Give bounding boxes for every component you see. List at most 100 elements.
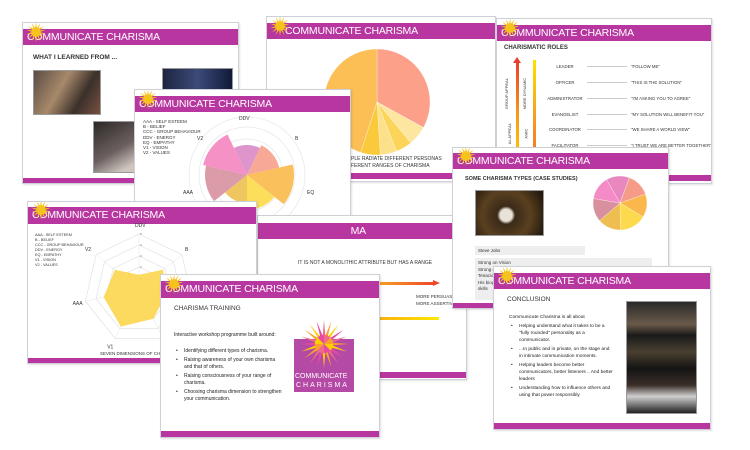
bullet-list: Helping understand what it takes to be a… [509, 323, 614, 401]
arrow-head-icon [433, 280, 440, 286]
sun-ray [281, 30, 285, 36]
sun-logo-icon [270, 17, 290, 36]
bullet-item: Raising awareness of your own charisma a… [174, 357, 284, 371]
sun-ray [331, 345, 347, 352]
sun-core-slice [317, 344, 324, 354]
slide-conclusion[interactable]: COMMUNICATE CHARISMA CONCLUSION Communic… [493, 266, 711, 430]
slide-title: CHARISMATIC ROLES [504, 45, 568, 51]
sun-ray [497, 273, 503, 276]
sun-ray [275, 30, 279, 36]
sun-core-slice [317, 334, 324, 344]
sun-ray [469, 158, 474, 163]
sun-ray [458, 149, 463, 154]
sun-ray [502, 280, 506, 286]
sun-core-slice [324, 344, 334, 351]
sun-ray [283, 19, 288, 24]
sun-ray [514, 25, 520, 28]
sun-core [31, 27, 41, 37]
sun-ray [497, 276, 503, 279]
slide-header: COMMUNICATE CHARISMA [267, 17, 495, 39]
footer-bar [378, 372, 466, 378]
sun-ray [143, 103, 147, 109]
legend-item: AAA - SELF ESTEEM [143, 119, 187, 124]
sun-ray [329, 347, 344, 359]
axis-label: B [295, 136, 299, 142]
caption-line-2: FERENT RANGES OF CHARISMA [351, 163, 430, 169]
header-title: COMMUNICATE CHARISMA [165, 283, 298, 295]
slide-header: MA [258, 223, 466, 239]
sun-ray [149, 90, 153, 95]
sun-ray [304, 329, 319, 341]
role-connector [587, 114, 627, 115]
sun-ray [36, 202, 40, 206]
axis-label: AAA [73, 301, 84, 307]
communicate-charisma-logo: COMMUNICATE CHARISMA [294, 319, 354, 392]
sun-ray [42, 214, 46, 220]
polar-sector-v2 [203, 134, 247, 175]
sun-ray [283, 28, 288, 33]
role-connector [587, 66, 627, 67]
sun-ray [500, 25, 506, 28]
sun-core [461, 151, 471, 161]
sun-ray [502, 21, 507, 26]
sun-ray [513, 30, 518, 35]
header-title: COMMUNICATE CHARISMA [285, 25, 418, 37]
sun-ray [510, 278, 515, 283]
role-row: LEADER "FOLLOW ME" [497, 64, 711, 72]
sun-ray [37, 36, 41, 42]
sun-ray [31, 36, 35, 42]
header-title: MA [350, 225, 367, 237]
slide-title: SOME CHARISMA TYPES (CASE STUDIES) [465, 176, 578, 182]
sun-ray [272, 19, 277, 24]
sun-core [143, 94, 153, 104]
sun-ray [151, 101, 156, 106]
sun-core [169, 279, 179, 289]
role-connector [587, 98, 627, 99]
intro-text: Interactive workshop programme built aro… [174, 332, 284, 339]
sun-ray [513, 21, 518, 26]
sun-ray [508, 280, 512, 286]
sun-ray [327, 349, 339, 364]
sun-logo-icon [456, 148, 476, 166]
sun-logo-icon [164, 275, 184, 294]
header-title: COMMUNICATE CHARISMA [32, 209, 165, 221]
sun-core [505, 23, 515, 33]
polar-sector-aaa [205, 165, 247, 202]
note-line: skills [478, 286, 488, 291]
photo-collage [626, 301, 697, 414]
sun-ray [511, 32, 515, 38]
sun-ray [44, 203, 49, 208]
sun-ray [456, 153, 462, 156]
range-statement: IT IS NOT A MONOLITHIC ATTRIBUTE BUT HAS… [298, 260, 433, 266]
sun-ray [175, 288, 179, 294]
sun-ray [508, 267, 512, 272]
sun-ray [325, 351, 332, 367]
header-title: COMMUNICATE CHARISMA [498, 275, 631, 287]
footer-bar [23, 178, 238, 183]
bullet-item: Helping leaders become better communicat… [509, 362, 614, 383]
slide-header: COMMUNICATE CHARISMA [494, 267, 710, 289]
sun-ray [510, 269, 515, 274]
slide-header: COMMUNICATE CHARISMA [23, 23, 238, 45]
arrow-head-icon [513, 57, 521, 63]
case-name-field: Steve Jobs [475, 246, 585, 255]
header-title: COMMUNICATE CHARISMA [501, 27, 634, 39]
sun-ray [511, 273, 517, 276]
role-row: OFFICER "THIS IS THE SOLUTION" [497, 80, 711, 88]
bullet-item: Raising consciousness of your range of c… [174, 373, 284, 387]
sun-ray [469, 149, 474, 154]
axis-label: V1 [107, 345, 113, 351]
slide-title: CHARISMA TRAINING [174, 305, 241, 312]
sun-ray [173, 288, 175, 294]
sun-core-slice [314, 337, 324, 344]
note-line: His biog [478, 279, 495, 285]
sun-ray [31, 23, 35, 28]
sun-ray [166, 286, 171, 291]
legend-item: V1 - VISION [143, 145, 168, 151]
sun-ray [26, 29, 32, 32]
role-connector [587, 145, 627, 146]
footer-bar [494, 423, 710, 429]
tick-label: 5 [140, 232, 142, 236]
slide-charisma-training[interactable]: COMMUNICATE CHARISMA CHARISMA TRAINING I… [160, 274, 380, 438]
role-name: OFFICER [555, 80, 575, 85]
